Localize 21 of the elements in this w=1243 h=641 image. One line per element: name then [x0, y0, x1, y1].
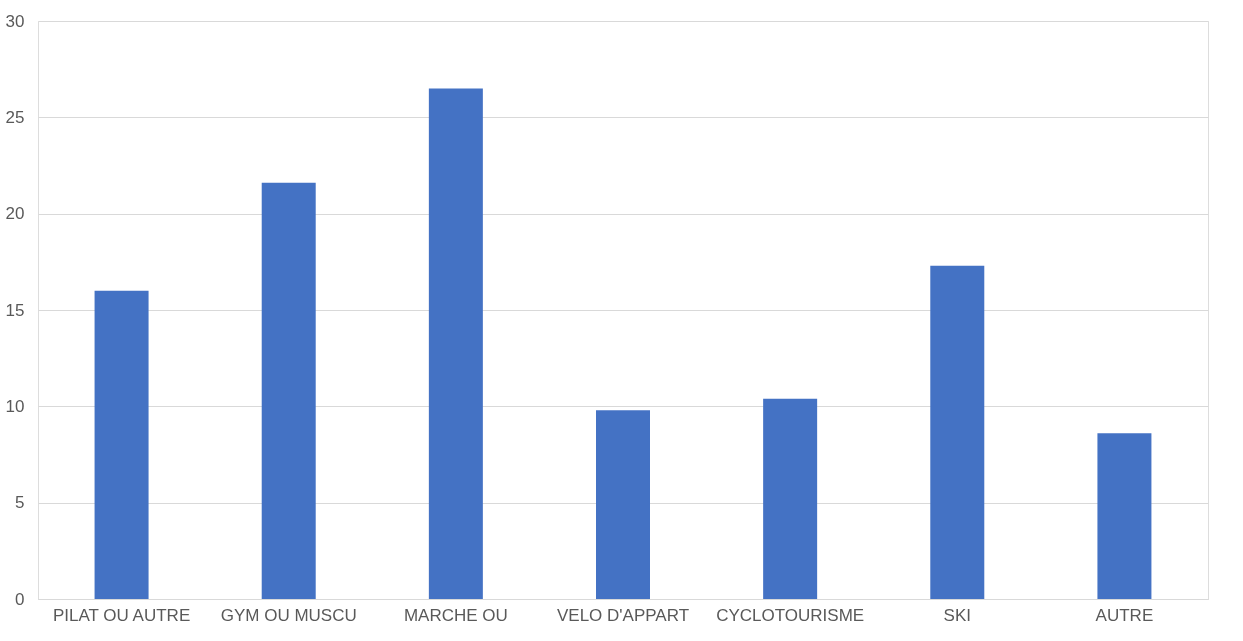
y-tick-label: 10 [5, 396, 25, 416]
bar [94, 290, 149, 599]
x-tick-label: VELO D'APPART [556, 605, 690, 625]
y-tick-label: 0 [15, 589, 25, 609]
y-tick-label: 5 [15, 493, 25, 513]
y-tick-label: 30 [5, 11, 25, 31]
bar [596, 410, 650, 599]
bar [261, 182, 316, 599]
bar [763, 398, 818, 599]
bar [930, 265, 985, 599]
y-tick-label: 15 [5, 300, 25, 320]
x-tick-label: SKI [943, 605, 971, 625]
x-tick-label: AUTRE [1095, 605, 1154, 625]
bar [428, 88, 483, 599]
x-tick-label: GYM OU MUSCU [220, 605, 357, 625]
y-tick-label: 25 [5, 107, 25, 127]
y-tick-label: 20 [5, 204, 25, 224]
x-tick-label: PILAT OU AUTRE [52, 605, 191, 625]
x-tick-label: CYCLOTOURISME [716, 605, 865, 625]
x-tick-label: MARCHE OU [403, 605, 508, 625]
bar [1097, 433, 1152, 599]
